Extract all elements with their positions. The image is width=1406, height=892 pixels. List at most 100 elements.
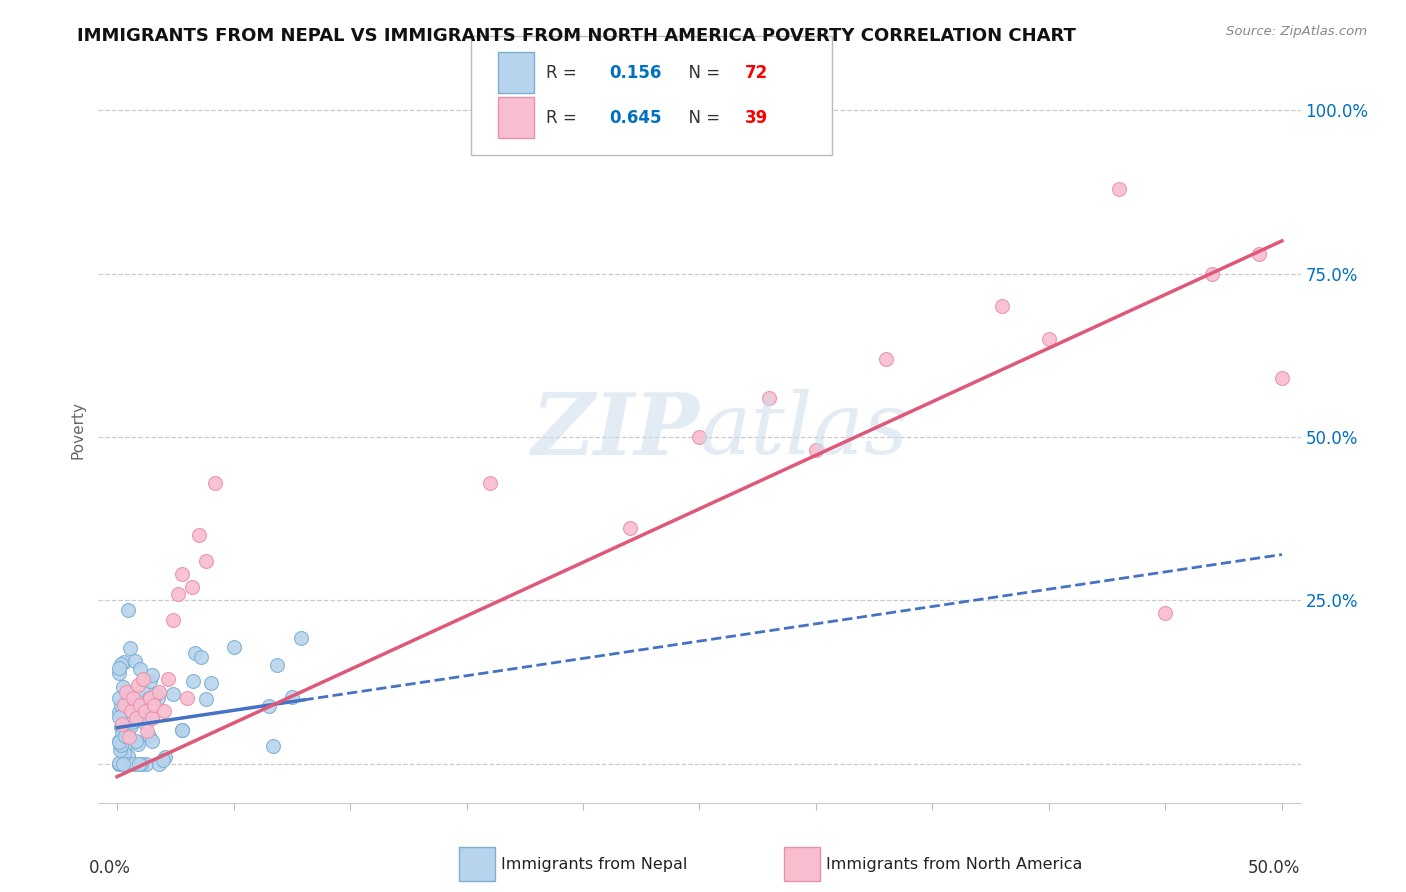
FancyBboxPatch shape [471,36,832,155]
Point [172,723,194,737]
Point [145,687,167,701]
Point [114,736,136,750]
Point [117,756,139,771]
Point [120,719,142,733]
Point [143,698,166,712]
Text: Immigrants from Nepal: Immigrants from Nepal [501,857,688,872]
Point [478,475,501,490]
Point [1038,332,1060,346]
Point [1201,267,1223,281]
Point [263,739,285,754]
Point [129,661,152,675]
Point [127,737,149,751]
Point [200,676,222,690]
Point [134,704,156,718]
Point [108,756,131,770]
Point [108,756,131,771]
Point [131,672,153,686]
Point [138,691,160,706]
Point [152,704,174,718]
Point [127,707,149,722]
Point [162,687,184,701]
Point [224,640,246,654]
Point [117,756,139,771]
Point [114,729,136,743]
Text: R =: R = [546,109,582,127]
Point [108,743,131,757]
Point [112,756,135,771]
Point [758,391,780,405]
Text: Immigrants from North America: Immigrants from North America [825,857,1083,872]
Point [176,691,198,706]
Point [110,657,132,671]
Text: 50.0%: 50.0% [1249,859,1301,877]
Point [111,727,134,741]
Point [1271,371,1294,385]
Point [180,580,202,594]
Point [117,727,139,741]
Point [115,684,138,698]
Point [194,554,217,568]
Point [111,717,134,731]
Point [125,734,148,748]
Point [111,734,134,748]
Point [166,587,188,601]
Point [127,678,149,692]
Point [131,681,153,696]
Point [1247,247,1270,261]
Text: IMMIGRANTS FROM NEPAL VS IMMIGRANTS FROM NORTH AMERICA POVERTY CORRELATION CHART: IMMIGRANTS FROM NEPAL VS IMMIGRANTS FROM… [77,27,1076,45]
Point [157,672,180,686]
Point [108,733,131,747]
Point [991,299,1014,313]
Point [619,521,641,535]
Point [122,691,145,706]
Point [110,738,132,752]
Text: Source: ZipAtlas.com: Source: ZipAtlas.com [1226,25,1367,38]
Point [112,746,135,760]
Text: R =: R = [546,64,582,82]
Point [152,754,174,768]
Point [266,658,288,673]
FancyBboxPatch shape [498,52,534,93]
Point [110,720,132,734]
Point [135,756,157,771]
Text: N =: N = [678,64,725,82]
Point [688,430,710,444]
Point [120,704,142,718]
Point [117,603,139,617]
Point [136,723,159,738]
Point [124,697,146,711]
Point [108,665,131,680]
Text: 39: 39 [745,109,769,127]
Point [257,698,280,713]
Point [141,733,163,747]
Point [280,690,302,704]
Point [118,640,141,655]
Text: ZIP: ZIP [531,389,699,472]
Point [141,667,163,681]
Point [138,691,160,706]
Point [117,749,139,764]
Point [190,649,212,664]
Point [187,528,209,542]
Point [141,711,163,725]
Point [804,442,827,457]
Point [118,731,141,745]
Point [1154,607,1177,621]
Text: atlas: atlas [699,389,908,472]
Point [112,656,135,670]
FancyBboxPatch shape [498,97,534,138]
Point [1108,181,1130,195]
Point [108,737,131,751]
Text: 72: 72 [745,64,769,82]
Point [148,684,170,698]
Point [195,692,218,706]
Point [114,739,136,754]
Point [111,680,134,694]
Point [108,661,131,675]
Point [108,705,131,719]
Point [125,711,148,725]
Point [124,654,146,668]
Point [108,756,131,771]
Point [138,729,160,743]
